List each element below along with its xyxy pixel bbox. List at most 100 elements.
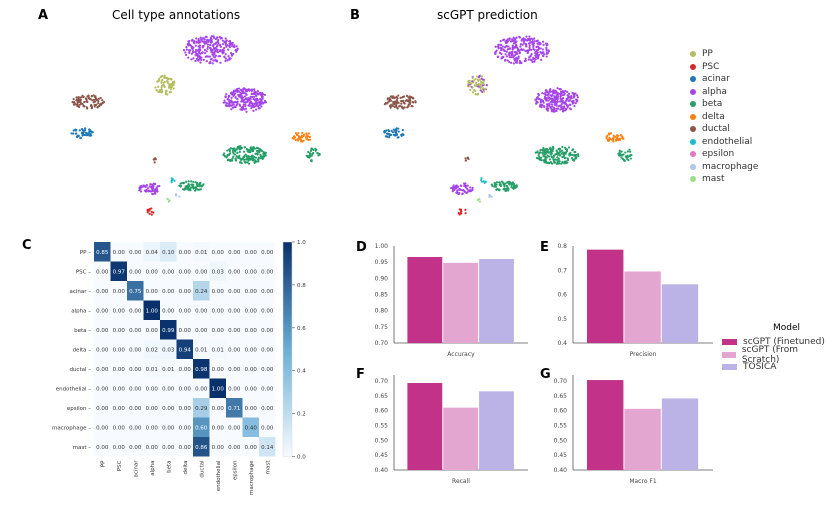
umap-point [571, 149, 574, 152]
legend-label: delta [702, 111, 725, 122]
heatmap-cell [94, 281, 111, 301]
cell-value: 0.00 [261, 367, 274, 373]
heatmap-cell [143, 339, 160, 359]
umap-point [234, 92, 237, 95]
cell-value: 0.00 [261, 386, 274, 392]
cell-value: 0.00 [228, 308, 241, 314]
cell-value: 0.00 [261, 406, 274, 412]
cell-value: 0.00 [212, 328, 225, 334]
umap-point [559, 88, 562, 91]
umap-point [178, 195, 181, 198]
umap-point [452, 185, 455, 189]
umap-point [537, 97, 541, 100]
umap-point [546, 150, 550, 154]
umap-point [549, 105, 552, 108]
heatmap-cell [176, 398, 193, 418]
cell-value: 0.03 [162, 347, 175, 353]
umap-point [493, 181, 496, 185]
umap-legend: PP PSC acinar alpha beta delta ductal endotheli… [690, 48, 758, 186]
umap-point [536, 57, 539, 60]
cell-value: 0.24 [195, 289, 208, 295]
umap-point [199, 49, 202, 52]
umap-point [504, 53, 507, 56]
cell-value: 0.00 [179, 250, 192, 256]
umap-point [191, 50, 195, 53]
umap-point [467, 189, 470, 192]
umap-point [560, 92, 563, 95]
umap-point [245, 110, 248, 113]
umap-point [76, 98, 79, 101]
heatmap-cell [209, 300, 226, 320]
cell-value: 0.00 [212, 406, 225, 412]
umap-point [533, 60, 536, 63]
umap-point [499, 46, 502, 49]
heatmap-cell [209, 320, 226, 340]
umap-point [202, 58, 205, 61]
umap-point [616, 136, 619, 139]
umap-point [86, 107, 89, 110]
umap-point [528, 44, 531, 47]
umap-point [463, 189, 466, 193]
panel-b-title: scGPT prediction [437, 8, 538, 22]
umap-point [209, 36, 212, 39]
umap-point [246, 99, 249, 103]
umap-point [184, 51, 187, 54]
umap-point [318, 153, 321, 156]
umap-point [471, 189, 474, 192]
umap-point [246, 161, 249, 164]
umap-point [98, 104, 101, 107]
umap-point [212, 35, 215, 38]
legend-label: acinar [702, 74, 730, 85]
umap-point [482, 81, 485, 85]
umap-point [476, 75, 479, 78]
umap-point [543, 155, 546, 158]
heatmap-cell [242, 300, 259, 320]
umap-point [167, 77, 171, 80]
umap-point [163, 85, 166, 89]
umap-point [543, 95, 547, 99]
umap-point [257, 107, 260, 110]
umap-point [503, 185, 506, 188]
umap-point [476, 198, 480, 201]
colorbar-label: 0.8 [297, 283, 306, 289]
umap-point [521, 43, 524, 46]
umap-point [541, 48, 544, 51]
umap-point [574, 155, 577, 158]
umap-point [234, 101, 237, 104]
umap-point [189, 49, 192, 52]
umap-point [624, 151, 627, 154]
umap-point [163, 76, 166, 79]
umap-point [224, 40, 227, 44]
heatmap-cell [209, 242, 226, 262]
umap-point [573, 159, 576, 162]
umap-point [73, 102, 77, 105]
umap-point [99, 102, 103, 105]
umap-point [263, 155, 266, 158]
umap-point [197, 58, 200, 61]
umap-point [191, 47, 194, 51]
cell-value: 0.00 [146, 406, 159, 412]
heatmap-cell [127, 261, 144, 281]
umap-point [460, 210, 463, 213]
umap-point [612, 136, 615, 139]
cell-value: 0.71 [228, 406, 240, 412]
umap-point [246, 89, 249, 92]
umap-point [212, 55, 215, 58]
x-label: Macro F1 [629, 478, 657, 485]
umap-point [210, 50, 213, 54]
umap-point [543, 149, 547, 152]
umap-point [232, 100, 236, 104]
umap-point [514, 57, 517, 60]
heatmap-cell [226, 242, 243, 262]
umap-point [244, 103, 247, 106]
cell-value: 0.00 [146, 269, 159, 275]
umap-point [466, 187, 469, 190]
umap-point [185, 180, 188, 183]
heatmap-cell [143, 398, 160, 418]
umap-point [567, 95, 570, 98]
umap-point [255, 146, 258, 150]
umap-point [209, 58, 212, 61]
umap-point [407, 103, 410, 106]
cell-value: 0.00 [129, 250, 142, 256]
umap-point [234, 157, 237, 161]
